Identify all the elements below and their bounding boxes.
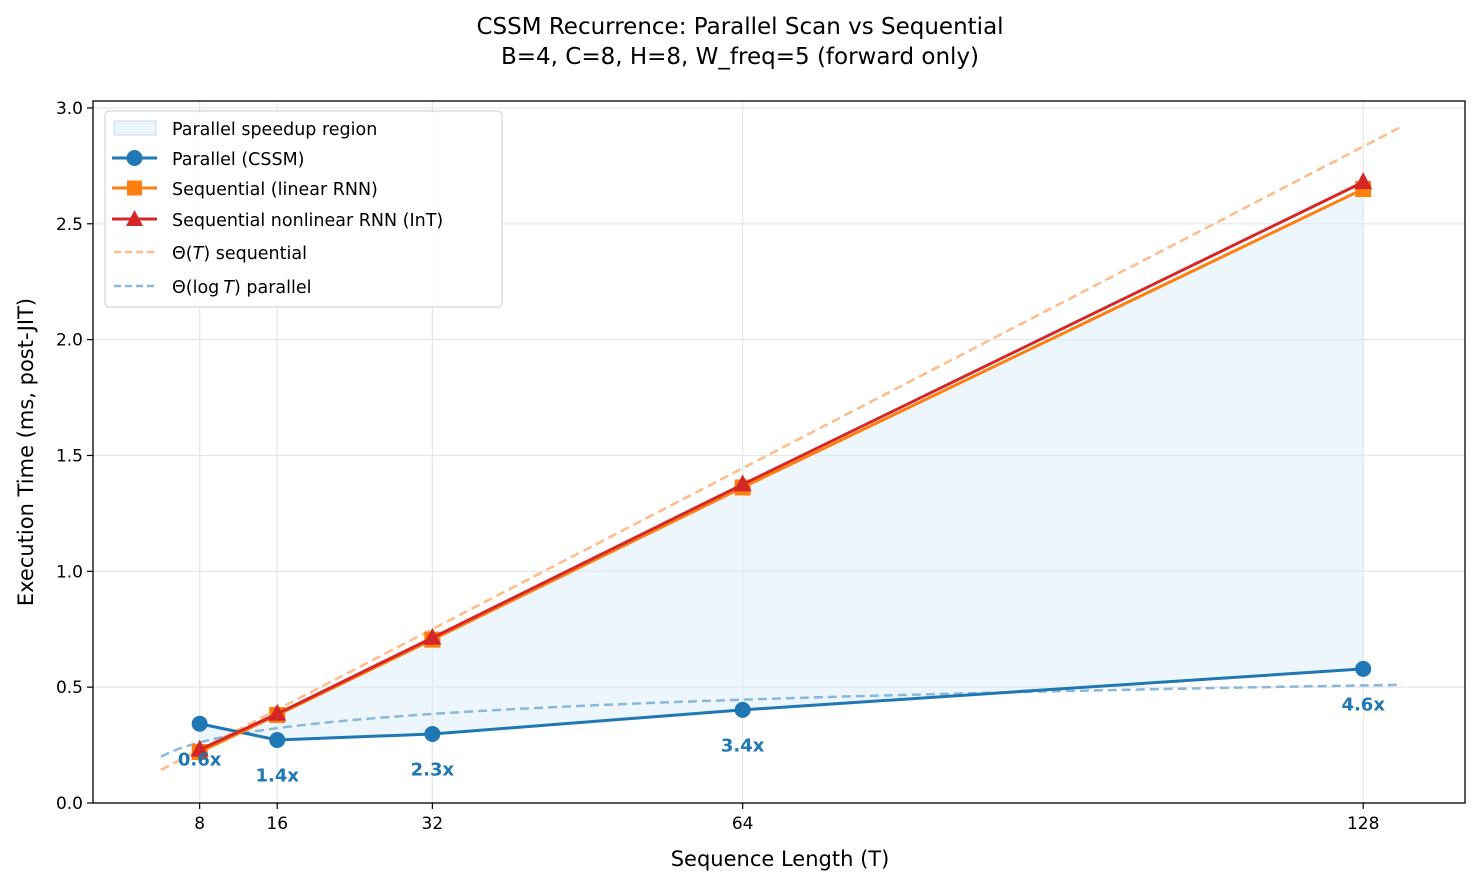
y-tick-label: 2.5 [56,215,83,235]
x-tick-label: 8 [194,814,205,834]
legend-square-marker-icon [127,180,142,196]
series-group [190,172,1373,761]
reference-lines [160,125,1403,772]
plot-frame [92,100,1466,804]
ticks: 8 16 32 64 128 0.0 0.5 1.0 1.5 2.0 2.5 3.0 [56,99,1379,834]
y-tick-label: 1.0 [56,562,83,582]
data-point [269,731,286,748]
data-point [733,474,752,492]
data-point [1355,660,1372,677]
legend: Parallel speedup region Parallel (CSSM) … [104,110,503,308]
y-tick-label: 0.0 [56,794,83,814]
legend-parallel: Parallel (CSSM) [172,150,305,170]
data-point [424,725,441,742]
x-tick-label: 64 [732,814,754,834]
chart-subtitle: B=4, C=8, H=8, W_freq=5 (forward only) [501,44,979,70]
legend-theta-t: Θ(T) sequential [172,244,307,264]
speedup-label: 0.6x [178,750,222,771]
reference-line [160,125,1403,772]
legend-fill: Parallel speedup region [172,120,377,140]
chart-title: CSSM Recurrence: Parallel Scan vs Sequen… [476,14,1003,40]
data-point [268,703,287,721]
legend-seq-nonlinear: Sequential nonlinear RNN (InT) [172,211,443,231]
speedup-labels: 0.6x 1.4x 2.3x 3.4x 4.6x [178,695,1385,787]
y-tick-label: 3.0 [56,99,83,119]
speedup-label: 4.6x [1341,695,1385,716]
legend-box [104,110,503,308]
data-point [734,701,751,718]
y-tick-label: 1.5 [56,446,83,466]
legend-theta-log: Θ(log T) parallel [172,278,311,298]
y-tick-label: 0.5 [56,678,83,698]
legend-seq-linear: Sequential (linear RNN) [172,180,378,200]
speedup-label: 3.4x [721,736,765,757]
x-tick-label: 32 [422,814,444,834]
x-tick-label: 128 [1347,814,1379,834]
reference-line [160,683,1402,758]
legend-fill-swatch [113,120,157,136]
data-point [190,739,209,757]
y-axis-label: Execution Time (ms, post-JIT) [14,298,38,606]
speedup-label: 2.3x [411,760,455,781]
legend-circle-marker-icon [126,150,143,166]
x-axis-label: Sequence Length (T) [671,847,890,871]
data-point [1354,172,1373,190]
legend-triangle-marker-icon [126,210,143,226]
x-tick-label: 16 [266,814,288,834]
data-point [423,627,442,645]
speedup-label: 1.4x [255,766,299,787]
y-tick-label: 2.0 [56,331,83,351]
data-point [191,715,208,732]
